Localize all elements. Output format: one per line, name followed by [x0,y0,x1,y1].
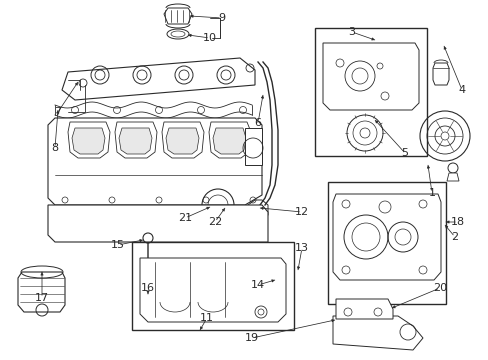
Text: 4: 4 [458,85,465,95]
Polygon shape [163,8,192,24]
Polygon shape [335,299,392,319]
Polygon shape [48,118,262,205]
Text: 6: 6 [254,118,261,128]
Polygon shape [213,128,245,154]
Polygon shape [208,122,250,158]
Text: 16: 16 [141,283,155,293]
Polygon shape [140,258,285,322]
Text: 5: 5 [401,148,407,158]
Text: 18: 18 [450,217,464,227]
Polygon shape [323,43,418,110]
Text: 21: 21 [178,213,192,223]
Polygon shape [115,122,157,158]
Text: 19: 19 [244,333,259,343]
Polygon shape [62,58,254,100]
Text: 9: 9 [218,13,225,23]
Text: 22: 22 [207,217,222,227]
Polygon shape [165,128,199,154]
Polygon shape [332,194,440,280]
Polygon shape [432,63,448,85]
Text: 12: 12 [294,207,308,217]
Text: 10: 10 [203,33,217,43]
Text: 1: 1 [427,188,435,198]
Text: 13: 13 [294,243,308,253]
Polygon shape [68,122,110,158]
Text: 17: 17 [35,293,49,303]
Polygon shape [72,128,105,154]
Bar [327,182,445,304]
Bar [132,242,293,330]
Text: 3: 3 [348,27,355,37]
Bar [314,28,426,156]
Polygon shape [332,316,422,350]
Text: 7: 7 [54,107,61,117]
Text: 20: 20 [432,283,446,293]
Text: 14: 14 [250,280,264,290]
Polygon shape [18,272,65,312]
Polygon shape [162,122,203,158]
Polygon shape [119,128,152,154]
Polygon shape [446,173,458,181]
Text: 8: 8 [51,143,59,153]
Polygon shape [48,205,267,242]
Text: 2: 2 [450,232,458,242]
Text: 15: 15 [111,240,125,250]
Text: 11: 11 [200,313,214,323]
Polygon shape [244,128,262,165]
